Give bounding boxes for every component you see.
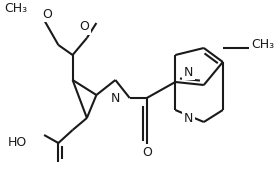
Text: CH₃: CH₃ [251,39,274,52]
Text: CH₃: CH₃ [4,3,27,16]
Text: N: N [111,92,120,104]
Text: N: N [184,66,193,79]
Text: O: O [42,7,52,20]
Text: O: O [79,20,89,33]
Text: N: N [184,111,193,125]
Text: HO: HO [8,136,27,148]
Text: O: O [142,146,152,159]
